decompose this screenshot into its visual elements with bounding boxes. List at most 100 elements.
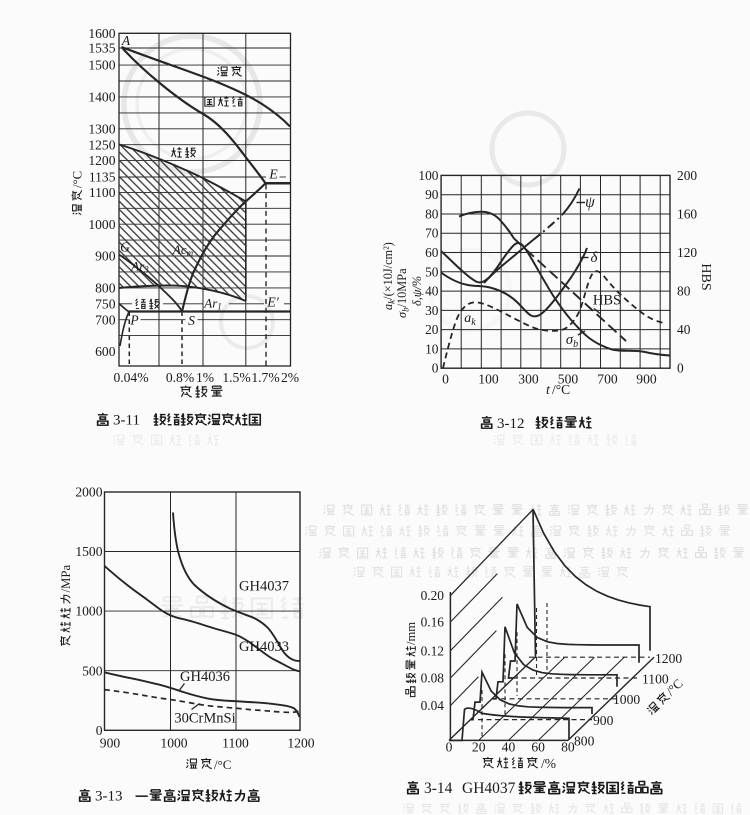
svg-text:70: 70 [425,226,439,241]
svg-text:GH4036: GH4036 [180,669,230,685]
svg-text:0.12: 0.12 [421,643,444,658]
svg-text:40: 40 [502,740,516,755]
svg-text:/%: /% [541,756,556,771]
svg-text:2%: 2% [281,370,299,385]
svg-text:900: 900 [636,372,657,387]
svg-text:60: 60 [425,245,439,260]
svg-text:0.16: 0.16 [421,615,445,630]
svg-text:GH4037: GH4037 [239,579,289,595]
svg-text:90: 90 [425,187,439,202]
svg-text:1000: 1000 [88,217,115,232]
svg-text:HBS: HBS [698,263,713,290]
svg-text:1500: 1500 [75,544,102,559]
svg-text:200: 200 [677,168,697,183]
svg-text:1200: 1200 [287,736,314,751]
svg-text:1500: 1500 [88,58,115,73]
svg-text:1400: 1400 [88,90,115,105]
svg-text:900: 900 [593,713,614,728]
svg-text:300: 300 [518,372,539,387]
svg-text:δ,ψ/%: δ,ψ/% [410,276,424,306]
svg-text:1000: 1000 [75,604,102,619]
svg-text:1000: 1000 [160,736,187,751]
svg-text:800: 800 [95,280,116,295]
svg-text:1135: 1135 [89,170,116,185]
svg-text:0.04%: 0.04% [113,370,148,385]
svg-text:1%: 1% [196,370,214,385]
svg-text:3-14: 3-14 [424,780,453,797]
svg-text:60: 60 [531,740,545,755]
svg-text:S: S [188,313,195,328]
svg-text:Ar1: Ar1 [203,296,222,312]
svg-text:ak: ak [464,311,476,328]
svg-text:900: 900 [100,736,121,751]
svg-text:G: G [120,240,130,255]
svg-text:80: 80 [425,206,439,221]
svg-text:800: 800 [574,734,595,749]
svg-text:2000: 2000 [75,485,102,500]
svg-text:E: E [268,168,278,183]
svg-text:/MPa: /MPa [59,564,73,592]
svg-text:40: 40 [425,284,439,299]
svg-text:20: 20 [425,322,439,337]
svg-text:30CrMnSi: 30CrMnSi [174,711,235,727]
svg-text:0: 0 [446,740,453,755]
svg-text:1600: 1600 [88,26,115,41]
svg-text:3-12: 3-12 [497,416,525,432]
svg-text:0.08: 0.08 [421,671,445,686]
svg-text:0.8%: 0.8% [166,370,194,385]
svg-text:500: 500 [558,372,579,387]
svg-text:700: 700 [597,372,618,387]
svg-text:/mm: /mm [404,622,418,645]
svg-text:1.5%: 1.5% [222,370,250,385]
svg-text:/°C: /°C [70,171,84,188]
svg-text:1100: 1100 [89,185,116,200]
svg-text:100: 100 [418,168,438,183]
svg-text:80: 80 [561,740,575,755]
svg-text:ak/(×10J/cm²): ak/(×10J/cm²) [381,242,397,310]
svg-text:1100: 1100 [222,736,249,751]
svg-text:700: 700 [95,312,116,327]
svg-text:10: 10 [425,341,439,356]
svg-text:120: 120 [677,245,697,260]
svg-text:E′: E′ [266,296,280,311]
svg-text:160: 160 [677,206,697,221]
svg-text:1100: 1100 [642,672,669,687]
svg-text:100: 100 [478,372,499,387]
svg-text:δ: δ [591,250,599,266]
svg-text:HBS: HBS [593,293,621,309]
svg-text:1535: 1535 [88,41,115,56]
svg-text:GH4033: GH4033 [239,639,289,655]
svg-text:ψ: ψ [585,194,595,211]
svg-text:1200: 1200 [88,153,115,168]
svg-text:1000: 1000 [613,692,640,707]
svg-text:80: 80 [677,284,691,299]
svg-text:σb: σb [566,332,578,350]
svg-text:/°C: /°C [552,382,570,397]
svg-text:A: A [121,33,131,48]
svg-text:750: 750 [95,296,116,311]
svg-text:/°C: /°C [214,757,231,772]
svg-text:0.20: 0.20 [421,588,445,603]
svg-text:50: 50 [425,264,439,279]
svg-text:1250: 1250 [88,137,115,152]
svg-text:500: 500 [82,663,103,678]
svg-text:3-11: 3-11 [113,413,140,429]
svg-text:20: 20 [472,740,486,755]
svg-text:3-13: 3-13 [95,789,123,805]
svg-text:0: 0 [432,361,439,376]
svg-text:σb/10MPa: σb/10MPa [395,268,411,318]
svg-text:GH4037: GH4037 [462,780,516,797]
svg-text:0: 0 [442,372,449,387]
svg-text:30: 30 [425,303,439,318]
svg-text:0: 0 [677,361,684,376]
svg-text:600: 600 [95,344,116,359]
svg-text:0: 0 [96,723,103,738]
svg-text:1200: 1200 [655,651,682,666]
svg-text:t: t [546,383,551,398]
svg-text:40: 40 [677,322,691,337]
svg-text:1.7%: 1.7% [251,370,279,385]
svg-text:1300: 1300 [88,121,115,136]
svg-text:900: 900 [95,249,116,264]
svg-text:P: P [129,313,138,328]
svg-text:0.04: 0.04 [421,698,445,713]
